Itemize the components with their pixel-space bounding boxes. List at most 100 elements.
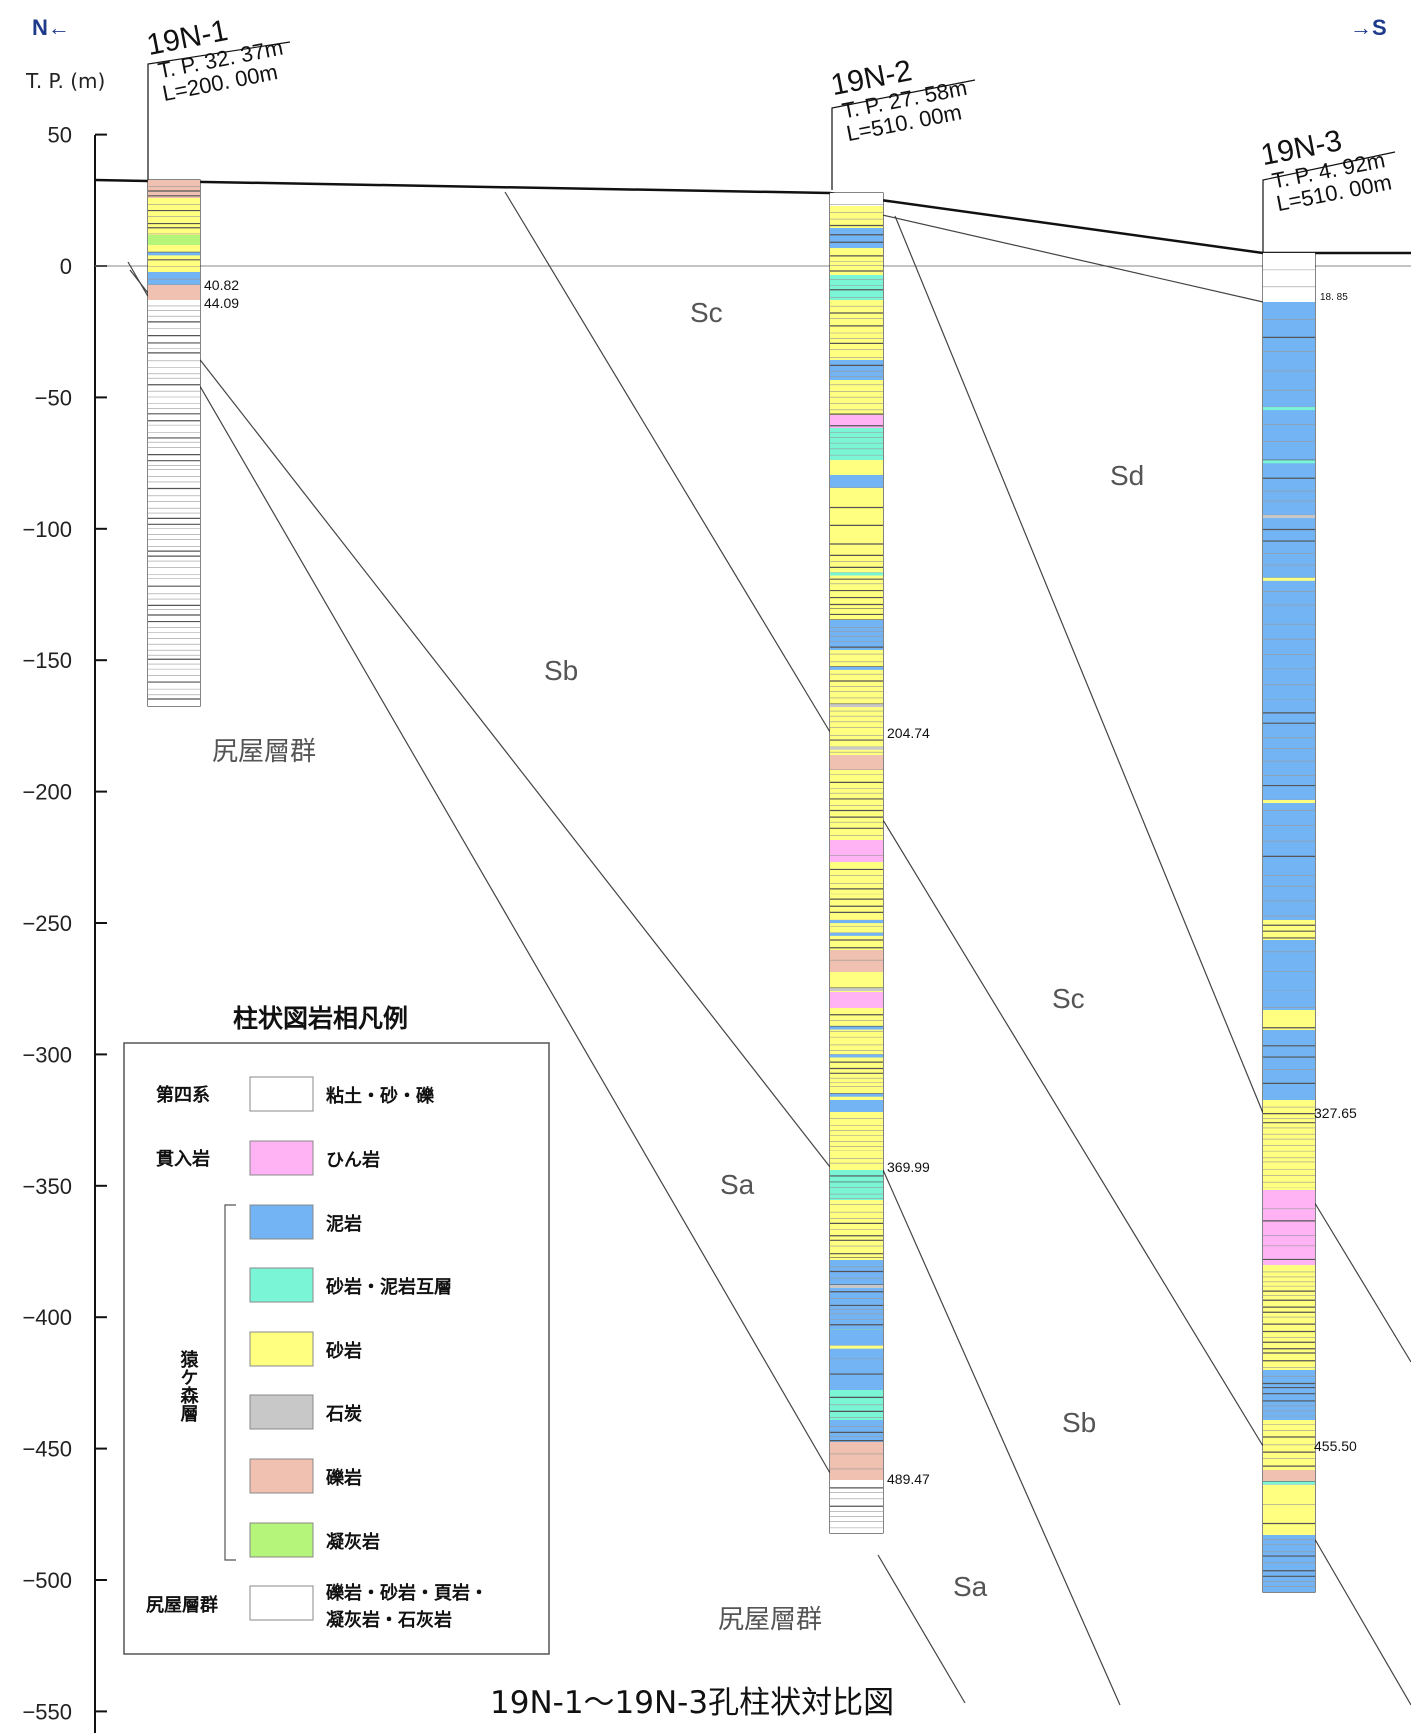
zone-label-sa: Sa (720, 1169, 755, 1200)
boundary-lines (127, 191, 1411, 1706)
lithology-band (830, 193, 883, 206)
depth-label: 18. 85 (1320, 292, 1348, 303)
lithology-band (830, 275, 883, 300)
thin-bed (1263, 1481, 1315, 1485)
lithology-band (148, 235, 200, 245)
lithology-band (830, 300, 883, 360)
legend-group-label: 第四系 (156, 1084, 210, 1106)
borehole-19N-2: 19N-2 T. P. 27. 58m L=510. 00m 204.74 36… (828, 54, 976, 1534)
thin-bed (830, 1345, 883, 1349)
legend-item-label: 礫岩 (326, 1467, 362, 1489)
thin-bed (830, 704, 883, 708)
zone-label-sc: Sc (690, 297, 723, 328)
thin-bed (1263, 577, 1315, 581)
lithology-band (1263, 1265, 1315, 1320)
legend-title: 柱状図岩相凡例 (233, 1004, 408, 1033)
borehole-19N-3: 19N-3 T. P. 4. 92m L=510. 00m 18. 85 327… (1258, 124, 1396, 1593)
legend-swatch (249, 1394, 314, 1430)
lithology-band (830, 620, 883, 650)
axis-tick-label: −550 (22, 1699, 72, 1724)
depth-label: 40.82 (204, 277, 239, 293)
lithology-band (830, 1112, 883, 1170)
lithology-band (830, 460, 883, 475)
legend-swatch (249, 1331, 314, 1367)
thin-bed (830, 608, 883, 612)
lithology-band (830, 650, 883, 700)
axis-tick-label: −50 (35, 385, 72, 410)
lithology-band (1263, 1370, 1315, 1420)
legend-item-label: 凝灰岩・石灰岩 (326, 1609, 452, 1631)
legend-group-label: 貫入岩 (156, 1148, 210, 1170)
thin-bed (830, 1026, 883, 1030)
thin-bed (830, 746, 883, 750)
legend-swatch (249, 1140, 314, 1176)
lithology-band (830, 380, 883, 415)
lithology-band (1263, 1010, 1315, 1030)
lithology-band (1263, 1485, 1315, 1535)
lithology-band (1263, 1320, 1315, 1370)
depth-label: 489.47 (887, 1471, 930, 1487)
depth-label: 455.50 (1314, 1438, 1357, 1454)
zone-label-sa: Sa (953, 1571, 988, 1602)
borehole-column (829, 192, 884, 1534)
depth-label: 369.99 (887, 1159, 930, 1175)
lithology-band (1263, 940, 1315, 1010)
lithology-band (148, 180, 200, 198)
borehole-column (147, 179, 201, 707)
lithology-band (830, 428, 883, 460)
lithology-band (830, 488, 883, 550)
elevation-axis: 50 0 −50 −100 −150 −200 −250 −300 −350 −400 −450 −5… (22, 123, 107, 1733)
lithology-band (148, 272, 200, 285)
legend-box (123, 1042, 550, 1655)
axis-tick-label: −400 (22, 1305, 72, 1330)
thin-bed (830, 1182, 883, 1186)
lithology-band (1263, 1535, 1315, 1592)
lithology-band (1263, 1030, 1315, 1100)
lithology-band (830, 1442, 883, 1480)
legend-swatch (249, 1585, 314, 1621)
north-label: N← (32, 15, 70, 40)
legend-swatch (249, 1204, 314, 1240)
elevation-unit-label: T. P. (m) (25, 69, 105, 93)
axis-tick-label: −300 (22, 1042, 72, 1067)
axis-tick-label: −150 (22, 648, 72, 673)
lithology-band (830, 972, 883, 992)
south-label: →S (1350, 15, 1387, 40)
lithology-band (148, 245, 200, 272)
thin-bed (148, 252, 200, 256)
thin-bed (830, 894, 883, 898)
borehole-column (1262, 252, 1316, 1593)
depth-label: 204.74 (887, 725, 930, 741)
lithology-band (830, 992, 883, 1008)
group-label: 尻屋層群 (212, 737, 316, 767)
lithology-band (830, 206, 883, 228)
axis-tick-label: −200 (22, 780, 72, 805)
legend-item-label: 石炭 (325, 1403, 362, 1425)
legend-item-label: 凝灰岩 (326, 1531, 380, 1553)
zone-label-sb: Sb (1062, 1407, 1096, 1438)
axis-tick-label: −350 (22, 1174, 72, 1199)
legend-item-label: 粘土・砂・礫 (326, 1085, 435, 1107)
lithology-band (830, 770, 883, 840)
depth-label: 44.09 (204, 295, 239, 311)
legend-swatch (249, 1076, 314, 1112)
thin-bed (1263, 460, 1315, 464)
legend-item-label: 砂岩 (326, 1340, 362, 1362)
thin-bed (830, 920, 883, 924)
thin-bed (830, 666, 883, 670)
legend-group-label: 尻屋層群 (146, 1594, 218, 1616)
lithology-band (830, 415, 883, 428)
thin-bed (1263, 515, 1315, 519)
legend-item-label: 泥岩 (326, 1213, 362, 1235)
thin-bed (830, 988, 883, 992)
legend-group-label: 猿ケ森層 (178, 1349, 200, 1423)
legend-swatch (249, 1458, 314, 1494)
lithology-band (148, 285, 200, 300)
lithology-band (1263, 1100, 1315, 1190)
lithology-band (830, 475, 883, 488)
lithology-band (830, 360, 883, 380)
lithology-band (830, 1420, 883, 1442)
zone-labels: Sc Sd Sb Sc Sa Sb Sa (544, 297, 1144, 1602)
axis-tick-label: −500 (22, 1568, 72, 1593)
